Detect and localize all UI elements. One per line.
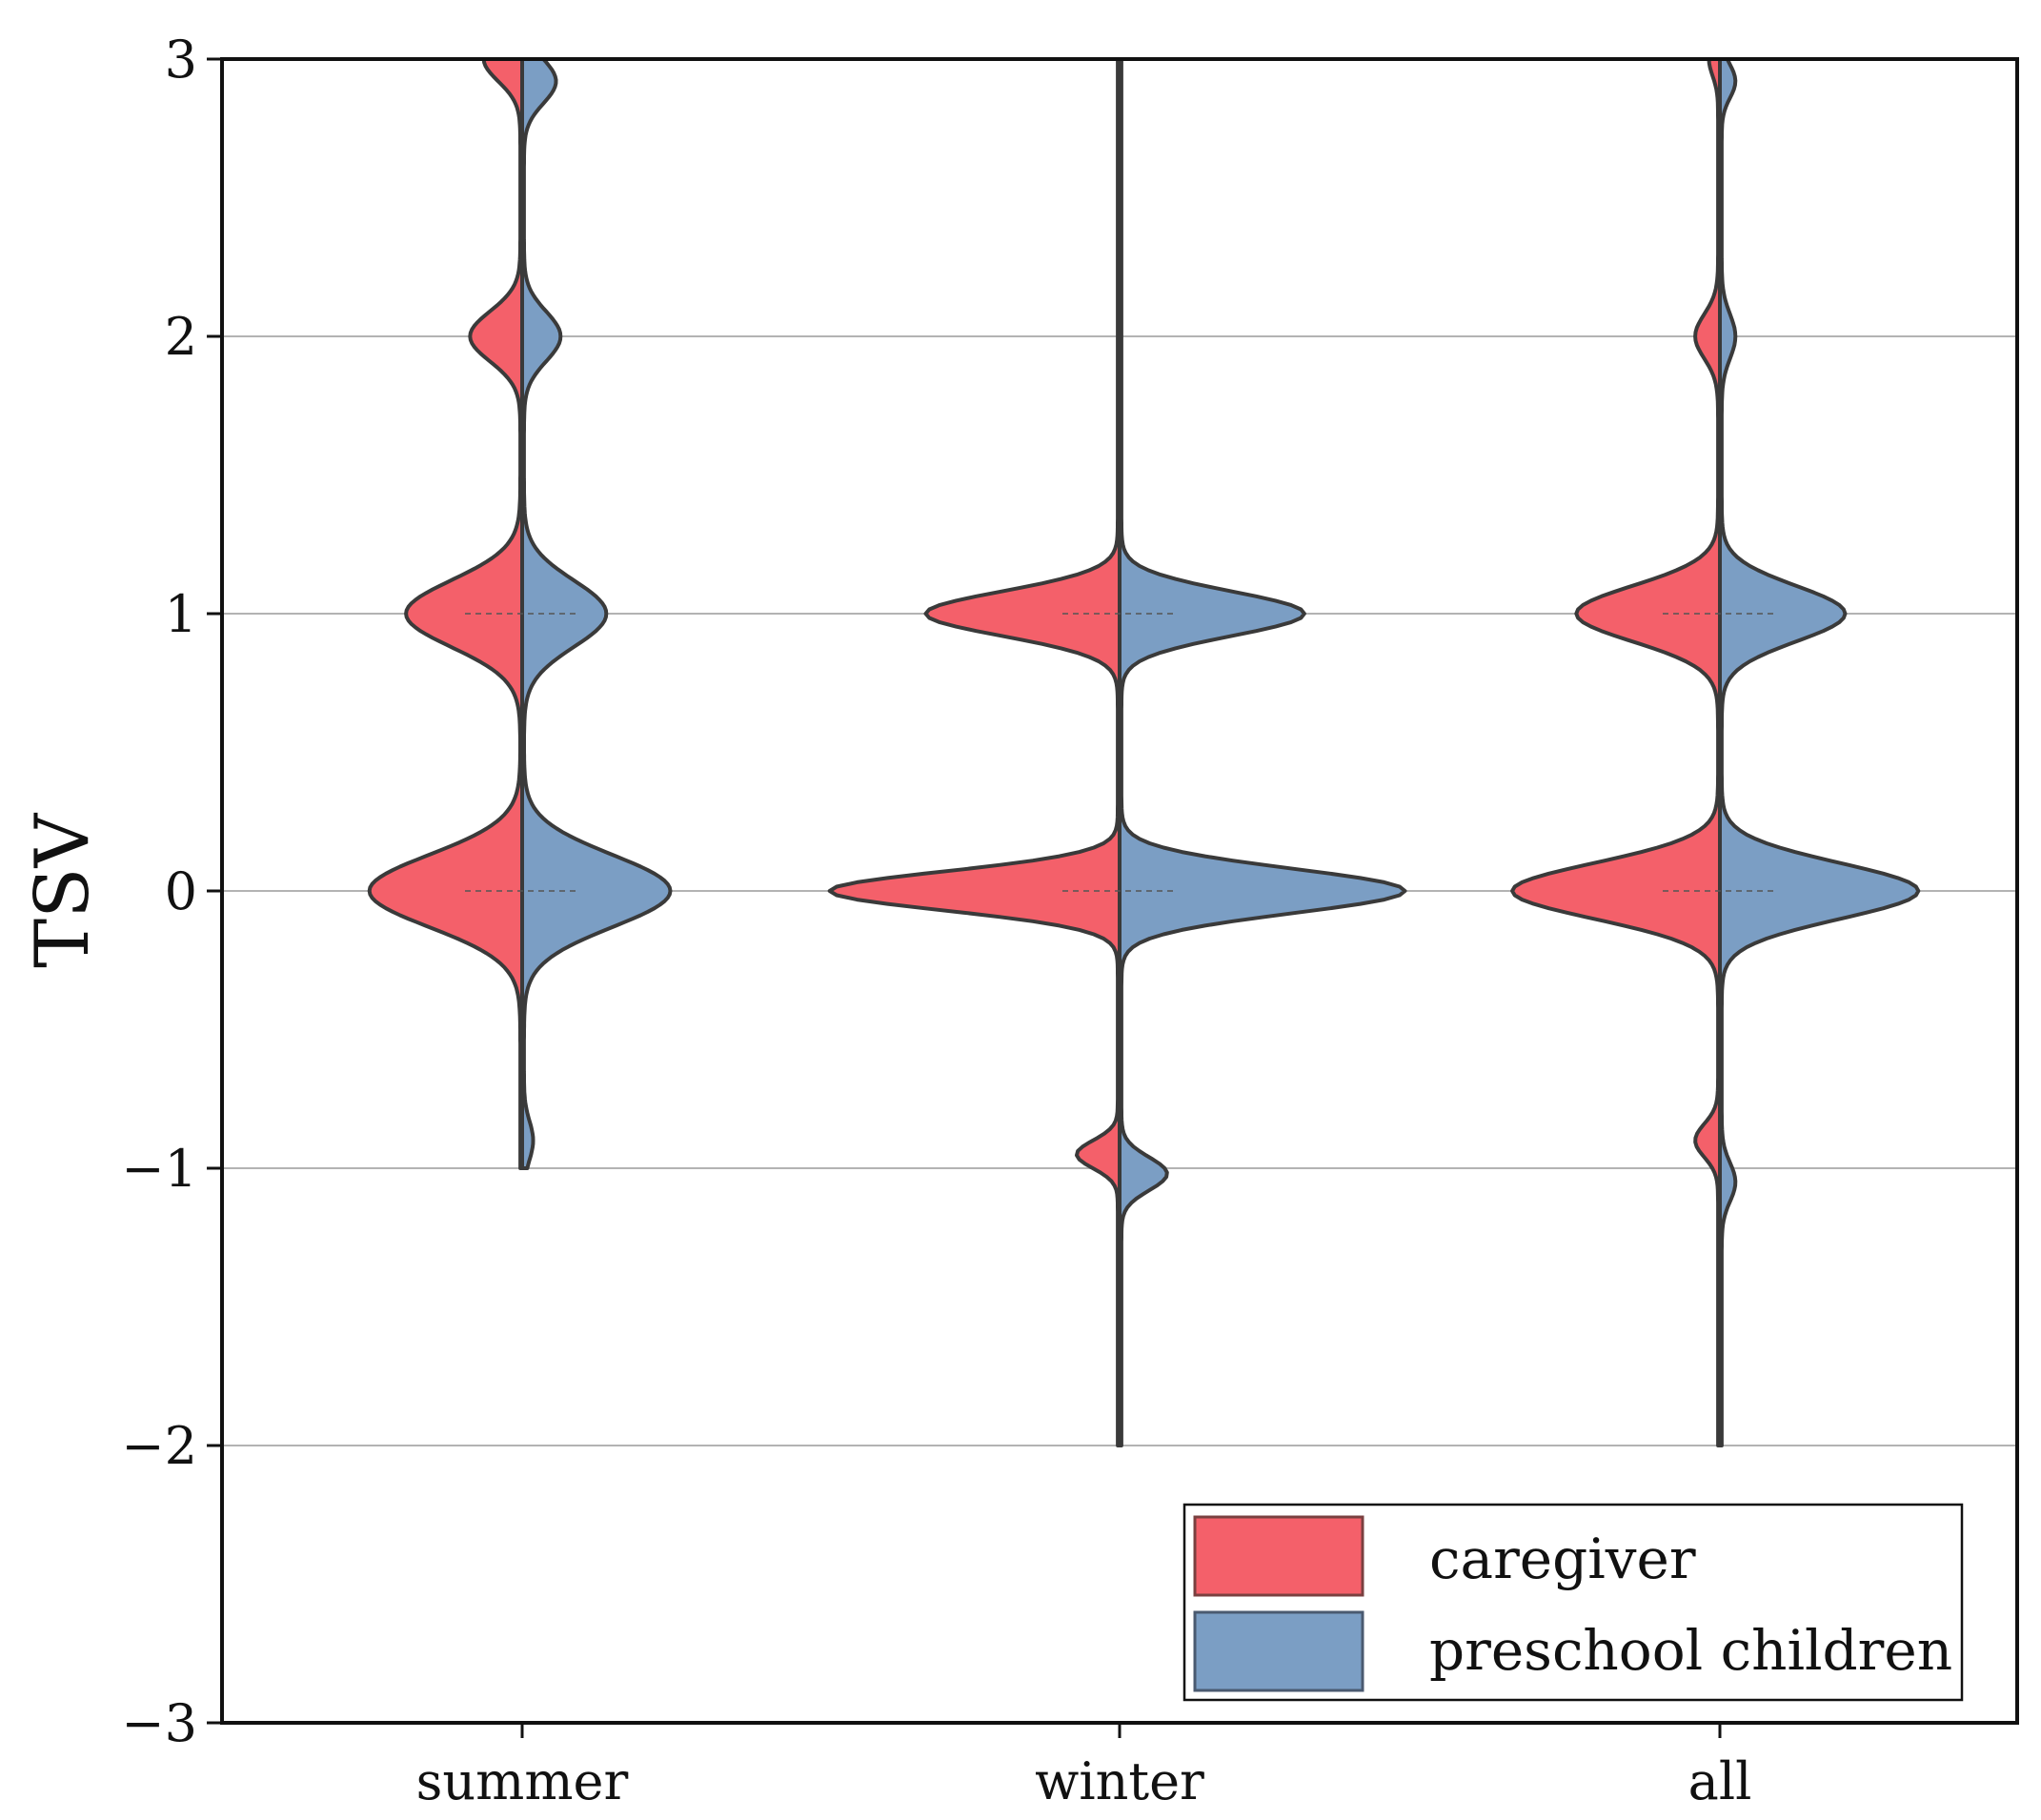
y-axis-title: TSV: [20, 812, 106, 967]
legend: caregiver preschool children: [1182, 1503, 1964, 1702]
y-axis: 3 2 1 0 −1 −2 −3: [121, 30, 222, 1753]
y-tick-label: 3: [165, 30, 197, 90]
violin-half-preschool-children-all: [1718, 57, 1921, 1447]
x-tick-label: summer: [416, 1751, 629, 1811]
y-tick-label: 0: [165, 861, 197, 921]
legend-swatch-caregiver: [1193, 1515, 1364, 1597]
y-tick-label: 1: [165, 584, 197, 644]
violin-half-preschool-children-winter: [1118, 57, 1407, 1447]
violin-plots: [367, 57, 1921, 1447]
x-axis: summer winter all: [416, 1723, 1752, 1811]
violin-half-caregiver-winter: [827, 57, 1122, 1447]
y-tick-label: 2: [165, 307, 197, 367]
y-tick-label: −1: [121, 1139, 197, 1199]
y-tick-label: −2: [121, 1416, 197, 1476]
legend-label-preschool-children: preschool children: [1429, 1618, 1952, 1683]
legend-label-caregiver: caregiver: [1429, 1527, 1696, 1591]
x-tick-label: winter: [1035, 1751, 1204, 1811]
violin-half-caregiver-all: [1510, 57, 1722, 1447]
y-tick-label: −3: [121, 1693, 197, 1753]
legend-swatch-preschool-children: [1193, 1610, 1364, 1692]
x-tick-label: all: [1688, 1751, 1752, 1811]
